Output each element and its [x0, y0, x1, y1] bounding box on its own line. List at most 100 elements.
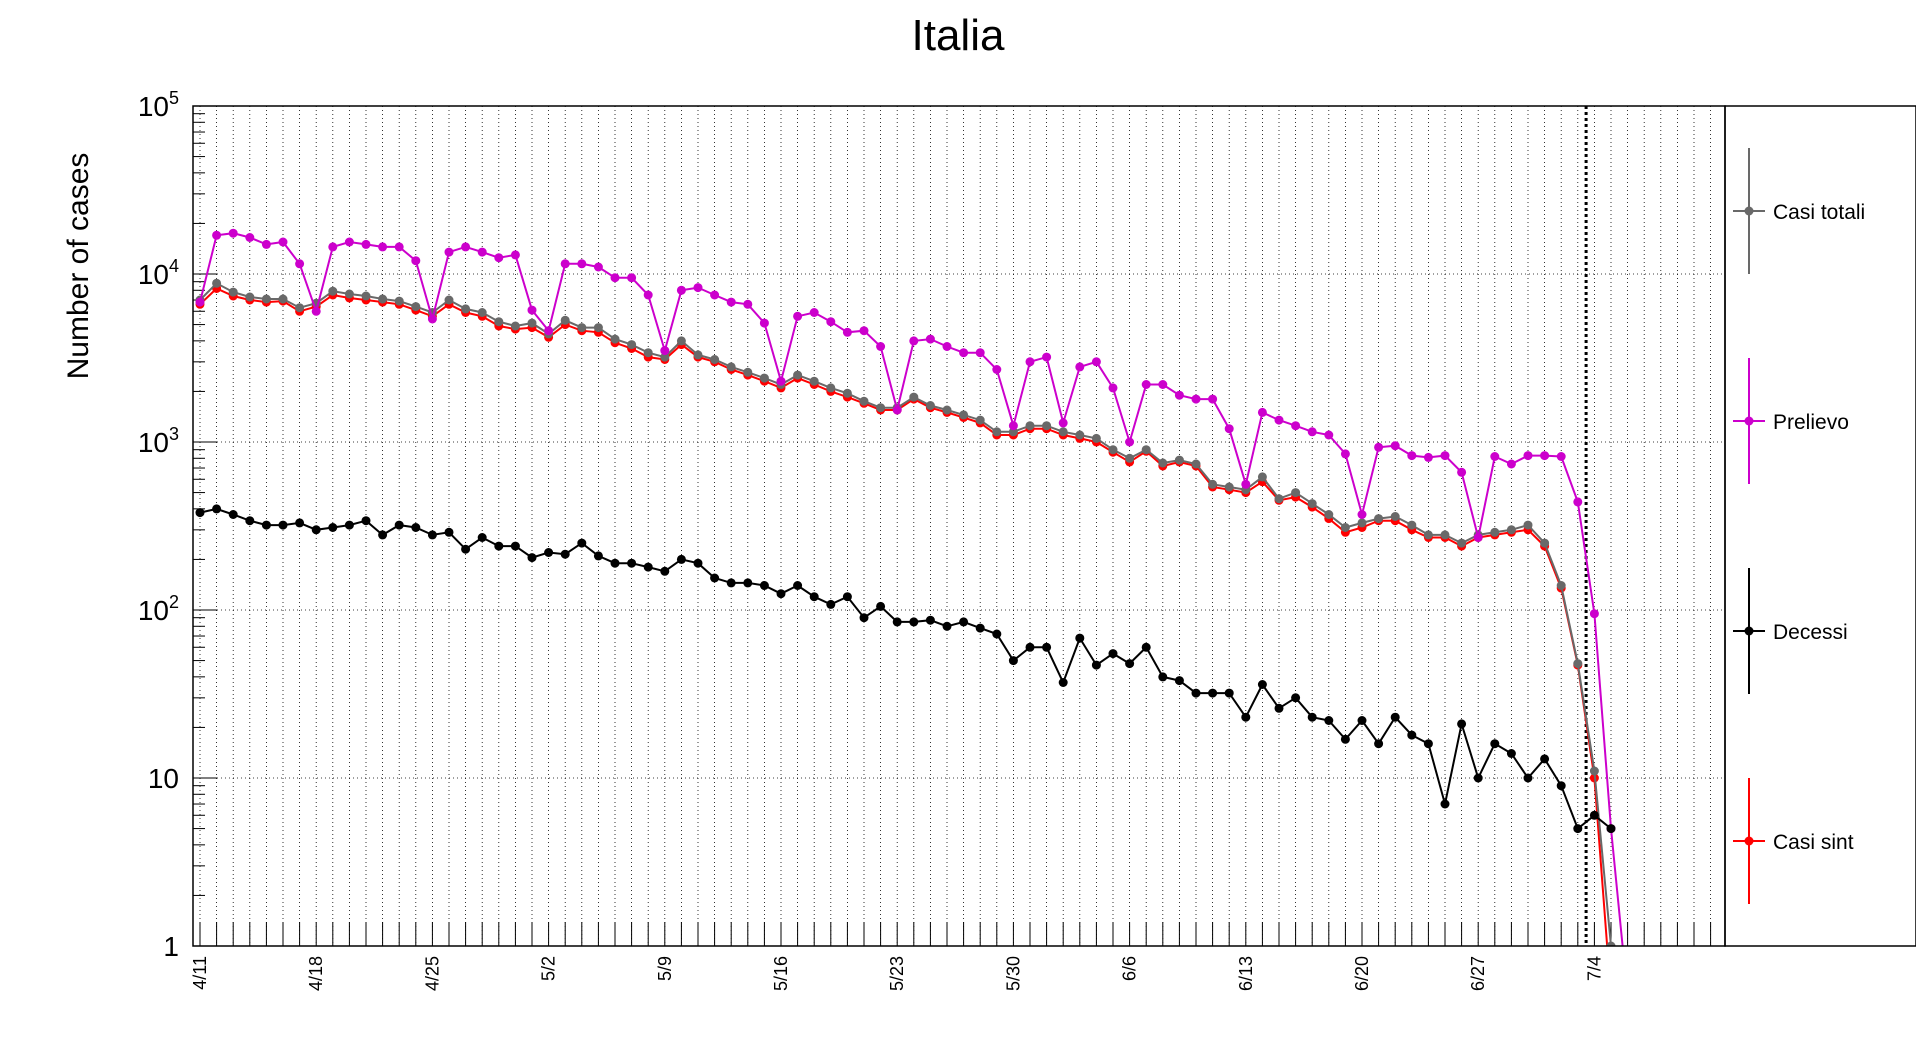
data-point [1025, 421, 1035, 431]
data-point [1025, 642, 1035, 652]
data-point [925, 401, 935, 410]
data-point [494, 541, 504, 551]
data-point [1241, 479, 1251, 489]
data-point [1058, 678, 1068, 687]
data-point [1324, 510, 1334, 519]
data-point [411, 256, 421, 266]
data-point [1357, 518, 1367, 528]
data-point [1357, 510, 1367, 519]
data-point [1158, 380, 1168, 389]
data-point [909, 336, 919, 346]
data-point [975, 623, 985, 633]
data-point [1573, 497, 1583, 507]
data-point [1058, 427, 1068, 437]
data-point [693, 558, 703, 568]
data-point [1540, 754, 1550, 764]
data-point [593, 262, 603, 272]
data-point [1191, 394, 1201, 404]
data-point [1274, 703, 1284, 713]
data-point [1440, 530, 1450, 540]
data-point [1523, 773, 1533, 783]
data-point [809, 308, 819, 317]
data-point [809, 376, 819, 386]
data-point [1291, 488, 1301, 498]
data-point [328, 242, 338, 252]
data-point [776, 589, 786, 599]
data-point [1224, 424, 1234, 434]
legend-entry: Casi totali [1733, 148, 1865, 274]
x-tick-label: 4/11 [190, 956, 210, 990]
data-point [992, 629, 1002, 639]
data-point [361, 291, 371, 301]
data-point [411, 302, 421, 312]
data-point [245, 233, 255, 242]
data-point [278, 520, 288, 530]
data-point [793, 370, 803, 380]
legend-marker [1744, 836, 1754, 846]
data-point [1390, 441, 1400, 451]
data-point [228, 228, 238, 238]
data-point [1141, 380, 1151, 389]
data-point [1075, 362, 1085, 372]
data-point [1075, 633, 1085, 643]
data-point [1540, 538, 1550, 548]
data-point [726, 297, 736, 307]
data-point [427, 314, 437, 324]
data-point [1606, 824, 1616, 834]
data-point [394, 520, 404, 530]
data-point [1174, 455, 1184, 465]
data-point [378, 530, 388, 540]
data-point [1042, 352, 1052, 362]
data-point [361, 516, 371, 526]
data-point [544, 326, 554, 336]
data-point [1158, 458, 1168, 468]
data-point [1457, 467, 1467, 477]
data-point [1042, 642, 1052, 652]
data-point [959, 410, 969, 420]
data-point [344, 520, 354, 530]
data-point [295, 303, 305, 313]
series [195, 228, 1624, 946]
data-point [1457, 719, 1467, 729]
data-point [1390, 512, 1400, 521]
x-tick-label: 5/9 [655, 956, 675, 981]
data-point [1490, 527, 1500, 537]
data-point [1523, 520, 1533, 530]
data-point [1606, 941, 1616, 946]
data-point [1556, 581, 1566, 590]
data-point [992, 427, 1002, 437]
data-point [1374, 442, 1384, 452]
data-point [361, 239, 371, 249]
data-point [1423, 739, 1433, 749]
legend-entry: Decessi [1733, 568, 1848, 694]
data-point [378, 242, 388, 252]
data-point [1174, 676, 1184, 686]
x-tick-label: 5/30 [1003, 956, 1023, 991]
data-point [627, 273, 637, 283]
data-point [710, 573, 720, 583]
y-tick-label: 103 [138, 424, 179, 458]
data-point [1224, 688, 1234, 698]
axes: 1 10 102 103 104 105 4/11 4/18 4/25 5/2 5/9 5/16 5/2… [138, 88, 1712, 991]
data-point [1091, 660, 1101, 670]
data-point [610, 273, 620, 283]
data-point [1191, 459, 1201, 469]
data-point [212, 504, 222, 514]
data-point [759, 318, 769, 328]
data-point [544, 548, 554, 557]
x-tick-label: 7/4 [1584, 956, 1604, 981]
data-point [461, 304, 471, 314]
data-point [693, 283, 703, 293]
data-point [643, 290, 653, 300]
data-point [311, 306, 321, 316]
data-point [593, 323, 603, 333]
legend-label: Casi totali [1773, 201, 1865, 224]
data-point [328, 523, 338, 532]
data-point [577, 259, 587, 269]
data-point [577, 538, 587, 548]
x-tick-label: 4/25 [422, 956, 442, 991]
data-point [477, 308, 487, 317]
y-tick-label: 102 [138, 592, 179, 626]
